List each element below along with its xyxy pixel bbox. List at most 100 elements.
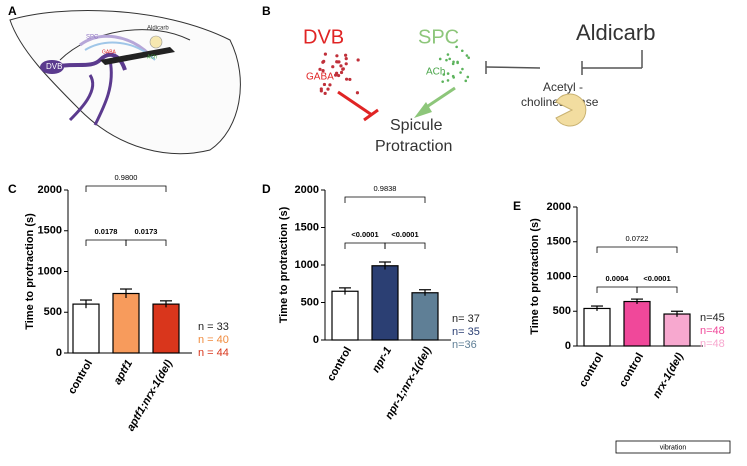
dot: [464, 79, 468, 83]
x-tick-label: aptf1;nrx-1(del): [125, 358, 176, 434]
y-tick-label: 2000: [295, 184, 319, 196]
panel-label: E: [513, 199, 521, 213]
y-tick-label: 1500: [38, 225, 62, 237]
dot: [465, 54, 469, 57]
y-tick-label: 500: [301, 296, 319, 308]
x-tick-label: control: [577, 351, 606, 389]
n-label: n = 44: [198, 347, 229, 359]
panel-label: D: [262, 182, 271, 196]
significance-bracket: [125, 239, 167, 246]
dot: [334, 73, 338, 77]
y-tick-label: 0: [313, 334, 319, 346]
bar: [411, 292, 439, 341]
dot: [341, 67, 345, 71]
diagram-label: ACh: [147, 54, 157, 60]
diagram-label: ACh: [426, 67, 445, 78]
diagram-label: Aldicarb: [147, 26, 169, 32]
group-label: vibration: [660, 444, 687, 451]
significance-bracket: [636, 286, 678, 293]
dot: [356, 58, 360, 62]
x-tick-label: npr-1: [370, 345, 394, 375]
p-value: <0.0001: [643, 274, 670, 283]
x-tick-label: control: [617, 351, 646, 389]
dot: [355, 91, 360, 95]
dot: [455, 45, 458, 49]
x-tick-label: aptf1: [112, 358, 136, 387]
y-tick-label: 0: [56, 347, 62, 359]
pathway-arrows: [337, 50, 643, 127]
diagram-label: GABA: [102, 49, 117, 55]
dot: [446, 72, 450, 75]
dot: [326, 87, 330, 91]
significance-bracket: [344, 242, 386, 249]
dot: [446, 79, 450, 82]
dot: [336, 73, 341, 78]
y-tick-label: 2000: [547, 201, 571, 213]
bar: [663, 313, 691, 347]
worm-diagram: [9, 10, 241, 155]
neurotransmitter-dots: [318, 45, 470, 95]
y-tick-label: 2000: [38, 184, 62, 196]
dot: [318, 67, 322, 71]
diagram-label: Acetyl -: [543, 80, 583, 94]
y-tick-label: 500: [553, 305, 571, 317]
y-tick-label: 500: [44, 306, 62, 318]
p-value: 0.9838: [374, 184, 397, 193]
dot: [452, 60, 455, 64]
group-box: [615, 440, 731, 454]
diagram-label: Spicule: [390, 117, 443, 134]
n-label: n= 37: [452, 313, 480, 325]
dot: [344, 77, 349, 81]
p-value: <0.0001: [351, 230, 378, 239]
bar: [112, 292, 140, 354]
significance-bracket: [85, 185, 167, 192]
p-value: 0.0004: [606, 274, 630, 283]
dot: [466, 75, 470, 79]
y-axis-label: Time to protraction (s): [529, 218, 541, 335]
n-label: n=36: [452, 339, 477, 351]
bar: [371, 265, 399, 341]
x-tick-label: nrx-1(del): [651, 351, 687, 401]
bar: [583, 307, 611, 347]
dot: [319, 89, 323, 93]
dot: [459, 71, 462, 74]
significance-bracket: [384, 242, 426, 249]
y-tick-label: 1000: [295, 259, 319, 271]
bar: [331, 290, 359, 341]
panel-label: A: [8, 4, 17, 18]
dot: [336, 60, 340, 64]
dot: [323, 91, 327, 95]
dot: [323, 52, 328, 56]
panel-label: C: [8, 182, 17, 196]
n-label: n= 35: [452, 326, 480, 338]
diagram-label: SPC: [418, 26, 459, 48]
dot: [328, 83, 332, 87]
y-axis-label: Time to protraction (s): [24, 213, 36, 330]
y-tick-label: 1500: [547, 236, 571, 248]
diagram-label: GABA: [306, 72, 334, 83]
dot: [322, 82, 327, 87]
dot: [335, 54, 339, 58]
dot: [460, 49, 464, 53]
dot: [446, 53, 450, 56]
diagram-label: Aldicarb: [576, 20, 655, 45]
significance-bracket: [344, 196, 426, 203]
dot: [339, 70, 344, 75]
bar: [623, 300, 651, 347]
panel-label: B: [262, 4, 271, 18]
dot: [448, 57, 452, 61]
x-tick-label: control: [325, 345, 354, 383]
dot: [451, 62, 455, 66]
p-value: 0.0173: [135, 227, 158, 236]
dot: [339, 64, 343, 68]
y-tick-label: 1500: [295, 221, 319, 233]
dot: [344, 57, 348, 61]
y-tick-label: 1000: [547, 270, 571, 282]
bar: [152, 303, 180, 354]
dot: [461, 67, 464, 71]
bar: [72, 303, 100, 354]
dot: [456, 61, 459, 65]
dot: [441, 80, 444, 83]
significance-bracket: [85, 239, 127, 246]
